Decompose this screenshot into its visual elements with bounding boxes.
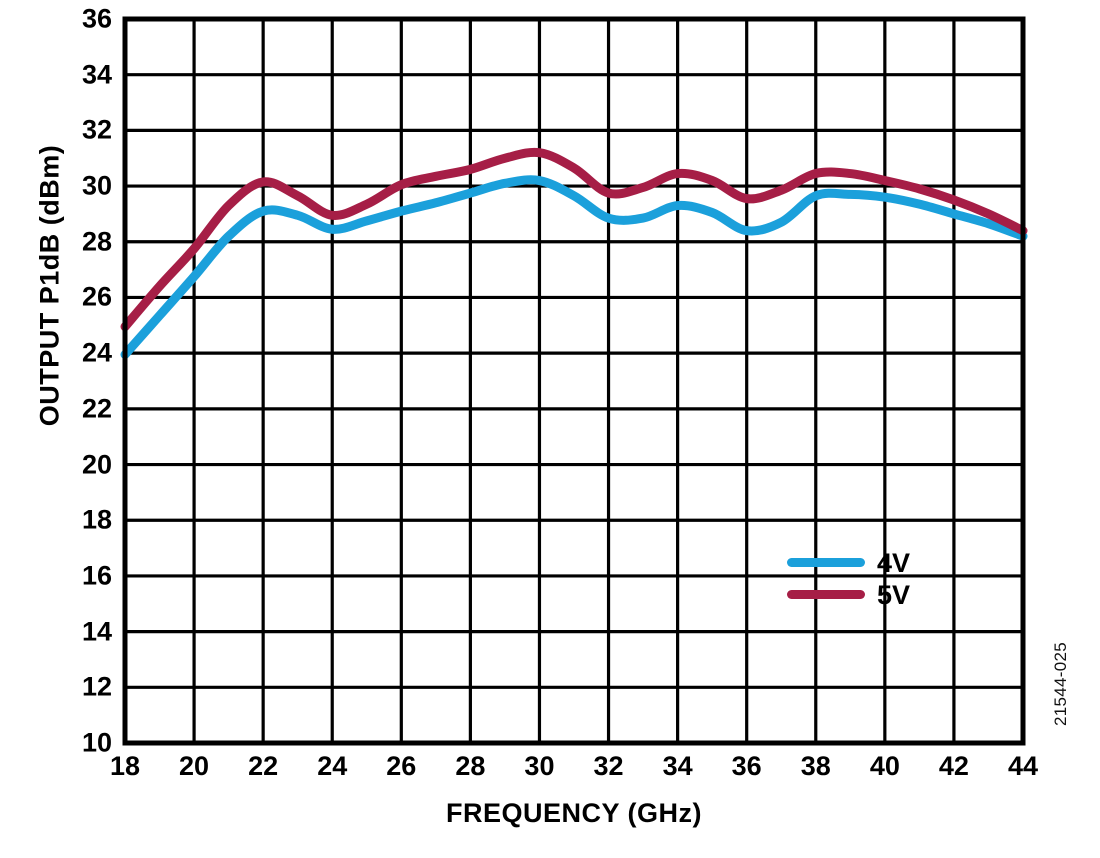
x-tick-label: 44 (1007, 751, 1039, 781)
x-tick-label: 30 (524, 751, 555, 781)
x-tick-label: 28 (455, 751, 486, 781)
y-tick-label: 22 (81, 393, 112, 424)
series-line-5v (120, 147, 1028, 332)
x-tick-label: 40 (869, 751, 900, 781)
y-tick-label: 12 (81, 671, 112, 702)
x-tick-label: 26 (386, 751, 417, 781)
y-tick-label: 30 (81, 170, 112, 201)
x-tick-label: 22 (248, 751, 279, 781)
y-tick-label: 32 (81, 114, 112, 145)
figure-watermark: 21544-025 (1051, 642, 1070, 726)
legend-item-4v: 4V (787, 548, 947, 578)
x-tick-label: 36 (731, 751, 762, 781)
y-tick-label: 14 (81, 616, 112, 647)
y-axis-ticks: 10 12 14 16 18 20 22 24 26 28 30 32 34 36 (0, 0, 112, 858)
y-tick-label: 10 (81, 727, 112, 758)
y-tick-label: 18 (81, 504, 112, 535)
legend-item-5v: 5V (787, 580, 947, 610)
legend-swatch-5v (787, 590, 865, 599)
y-tick-label: 34 (81, 59, 112, 90)
y-tick-label: 28 (81, 226, 112, 257)
x-tick-label: 18 (109, 751, 141, 781)
legend-swatch-4v (787, 558, 865, 567)
y-tick-label: 24 (81, 337, 112, 368)
legend-label-4v: 4V (877, 548, 911, 578)
x-tick-label: 38 (800, 751, 831, 781)
y-tick-label: 36 (81, 3, 112, 34)
x-tick-label: 24 (317, 751, 348, 781)
chart-legend: 4V 5V (787, 548, 947, 617)
data-series (120, 147, 1028, 360)
x-tick-label: 20 (179, 751, 210, 781)
legend-label-5v: 5V (877, 580, 911, 610)
y-axis-label: OUTPUT P1dB (dBm) (34, 144, 65, 427)
y-tick-label: 26 (81, 281, 112, 312)
grid-lines (125, 19, 1023, 743)
y-tick-label: 20 (81, 449, 112, 480)
x-tick-label: 42 (938, 751, 969, 781)
plot-frame (122, 16, 1026, 746)
y-tick-label: 16 (81, 560, 112, 591)
x-axis-label: FREQUENCY (GHz) (445, 798, 702, 828)
series-line-4v (120, 175, 1028, 360)
x-tick-label: 34 (662, 751, 693, 781)
x-tick-label: 32 (593, 751, 624, 781)
